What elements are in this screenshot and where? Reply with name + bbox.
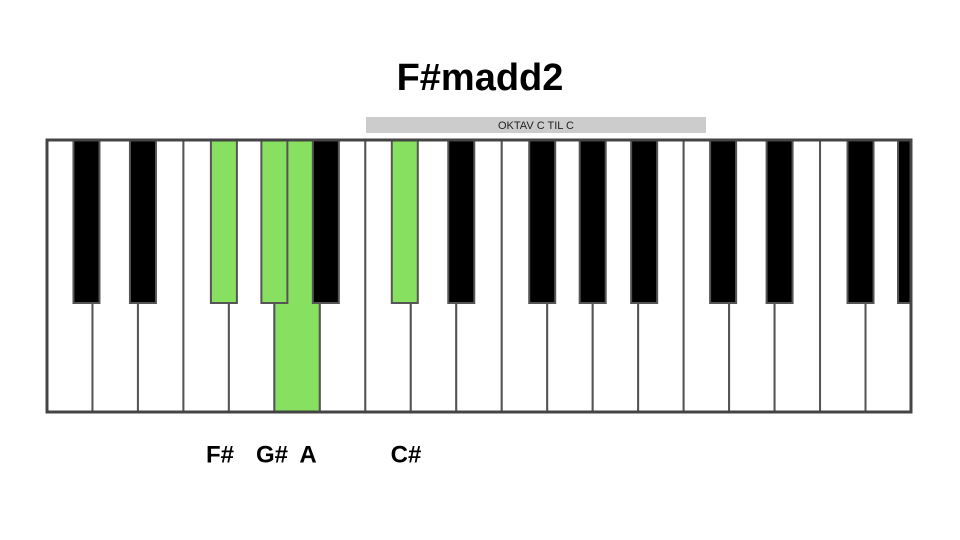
black-key bbox=[128, 139, 157, 304]
black-key bbox=[72, 139, 101, 304]
note-label: C# bbox=[391, 441, 422, 468]
black-key bbox=[578, 139, 607, 304]
octave-banner bbox=[366, 117, 706, 133]
black-key bbox=[846, 139, 875, 304]
black-key bbox=[709, 139, 738, 304]
black-key bbox=[630, 139, 659, 304]
note-label: G# bbox=[256, 441, 288, 468]
chord-title: F#madd2 bbox=[397, 57, 564, 99]
black-key bbox=[209, 139, 238, 304]
black-key bbox=[260, 139, 289, 304]
note-label: A bbox=[299, 441, 316, 468]
black-key bbox=[311, 139, 340, 304]
black-key bbox=[765, 139, 794, 304]
note-label: F# bbox=[206, 441, 234, 468]
black-key bbox=[390, 139, 419, 304]
octave-label: OKTAV C TIL C bbox=[498, 120, 574, 132]
keyboard-frame bbox=[45, 138, 913, 414]
black-key bbox=[897, 139, 912, 304]
black-key bbox=[528, 139, 557, 304]
keyboard bbox=[45, 138, 913, 414]
black-key bbox=[447, 139, 476, 304]
